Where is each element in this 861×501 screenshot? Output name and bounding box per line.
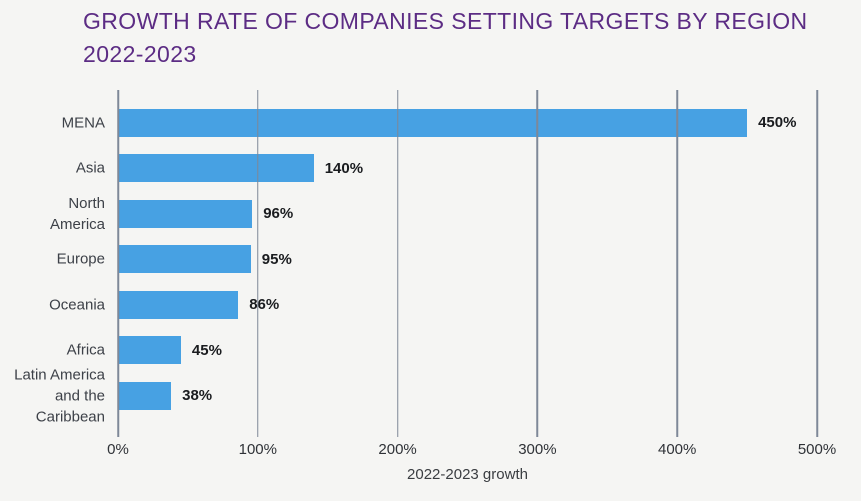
bar	[118, 245, 251, 273]
gridline	[816, 90, 818, 437]
x-axis-tick-label: 100%	[238, 441, 277, 458]
bar	[118, 336, 181, 364]
category-label: Asia	[75, 159, 105, 177]
plot-area: MENA 450% Asia 140% North America 96% Europe 95…	[14, 90, 818, 437]
bar	[118, 154, 314, 182]
gridline	[536, 90, 539, 437]
x-axis-tick-label: 200%	[378, 441, 417, 458]
gridline	[257, 90, 259, 437]
value-label: 96%	[263, 205, 294, 222]
value-label: 95%	[261, 250, 292, 268]
gridline	[117, 90, 119, 437]
x-axis-tick-label: 0%	[107, 441, 129, 458]
value-label: 140%	[324, 159, 364, 177]
bar	[118, 290, 239, 319]
x-axis-tick-label: 500%	[797, 441, 837, 458]
x-axis-tick-label: 400%	[658, 441, 697, 458]
value-label: 450%	[758, 114, 797, 131]
category-label: North America	[49, 194, 105, 233]
bar-row: Asia 140%	[76, 146, 817, 191]
category-label: Latin America and the Caribbean	[14, 366, 105, 425]
category-label: Europe	[56, 250, 105, 268]
value-label: 45%	[191, 341, 222, 359]
bar-row: Latin America and the Caribbean 38%	[14, 366, 817, 425]
bar-row: Africa 45%	[67, 328, 817, 373]
x-axis-title: 2022-2023 growth	[407, 466, 528, 483]
bar-row: Oceania 86%	[49, 282, 817, 327]
category-label: Oceania	[49, 296, 105, 313]
x-axis-tick-label: 300%	[518, 441, 557, 458]
bar-row: North America 96%	[50, 191, 817, 236]
bar	[118, 199, 253, 228]
gridline	[676, 90, 678, 437]
category-label: MENA	[61, 114, 105, 131]
bar-row: Europe 95%	[57, 237, 817, 282]
gridline	[396, 90, 399, 437]
chart-title: GROWTH RATE OF COMPANIES SETTING TARGETS…	[83, 8, 808, 67]
bar-row: MENA 450%	[62, 100, 817, 145]
bars-container: MENA 450% Asia 140% North America 96% Europe 95…	[14, 100, 817, 425]
bar	[118, 108, 748, 137]
value-label: 38%	[182, 387, 213, 404]
value-label: 86%	[249, 296, 280, 313]
bar	[118, 381, 172, 410]
category-label: Africa	[66, 341, 105, 359]
